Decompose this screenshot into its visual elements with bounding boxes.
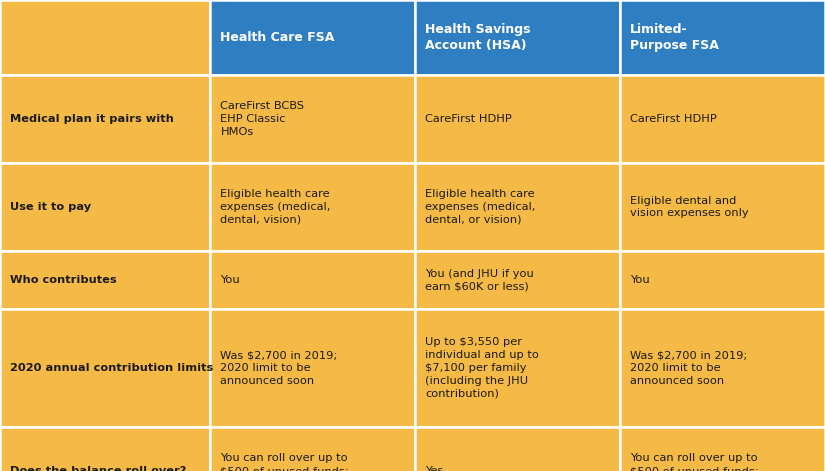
Bar (415, 163, 620, 251)
Bar (0, 163, 210, 251)
Text: Eligible health care
expenses (medical,
dental, or vision): Eligible health care expenses (medical, … (425, 189, 535, 225)
Text: Who contributes: Who contributes (10, 275, 116, 285)
Text: Limited-
Purpose FSA: Limited- Purpose FSA (629, 23, 719, 52)
Text: Health Savings
Account (HSA): Health Savings Account (HSA) (425, 23, 530, 52)
Text: CareFirst HDHP: CareFirst HDHP (629, 114, 716, 124)
Bar (415, 309, 620, 427)
Bar (415, 427, 620, 471)
Bar (210, 427, 415, 471)
Bar (415, 0, 620, 75)
Bar (210, 0, 415, 75)
Text: Eligible dental and
vision expenses only: Eligible dental and vision expenses only (629, 195, 748, 219)
Bar (620, 251, 825, 309)
Text: 2020 annual contribution limits: 2020 annual contribution limits (10, 363, 213, 373)
Bar (0, 75, 210, 163)
Text: You: You (629, 275, 649, 285)
Bar (620, 163, 825, 251)
Text: You (and JHU if you
earn $60K or less): You (and JHU if you earn $60K or less) (425, 268, 534, 292)
Text: You can roll over up to
$500 of unused funds;
remainder is forfeited.: You can roll over up to $500 of unused f… (220, 453, 349, 471)
Bar (415, 75, 620, 163)
Bar (210, 163, 415, 251)
Bar (210, 75, 415, 163)
Bar (415, 251, 620, 309)
Bar (620, 427, 825, 471)
Text: Eligible health care
expenses (medical,
dental, vision): Eligible health care expenses (medical, … (220, 189, 331, 225)
Text: Use it to pay: Use it to pay (10, 202, 91, 212)
Text: Medical plan it pairs with: Medical plan it pairs with (10, 114, 174, 124)
Text: Health Care FSA: Health Care FSA (220, 31, 335, 44)
Bar (210, 309, 415, 427)
Bar (620, 309, 825, 427)
Text: CareFirst BCBS
EHP Classic
HMOs: CareFirst BCBS EHP Classic HMOs (220, 101, 304, 137)
Text: Yes: Yes (425, 466, 443, 471)
Text: You can roll over up to
$500 of unused funds;
remainder is forfeited.: You can roll over up to $500 of unused f… (629, 453, 758, 471)
Text: Does the balance roll over?: Does the balance roll over? (10, 466, 186, 471)
Bar (0, 309, 210, 427)
Bar (0, 427, 210, 471)
Text: Was $2,700 in 2019;
2020 limit to be
announced soon: Was $2,700 in 2019; 2020 limit to be ann… (220, 350, 337, 386)
Bar (0, 0, 210, 75)
Text: Up to $3,550 per
individual and up to
$7,100 per family
(including the JHU
contr: Up to $3,550 per individual and up to $7… (425, 337, 539, 398)
Bar (0, 251, 210, 309)
Text: Was $2,700 in 2019;
2020 limit to be
announced soon: Was $2,700 in 2019; 2020 limit to be ann… (629, 350, 747, 386)
Text: CareFirst HDHP: CareFirst HDHP (425, 114, 512, 124)
Bar (620, 0, 825, 75)
Bar (210, 251, 415, 309)
Bar (620, 75, 825, 163)
Text: You: You (220, 275, 240, 285)
